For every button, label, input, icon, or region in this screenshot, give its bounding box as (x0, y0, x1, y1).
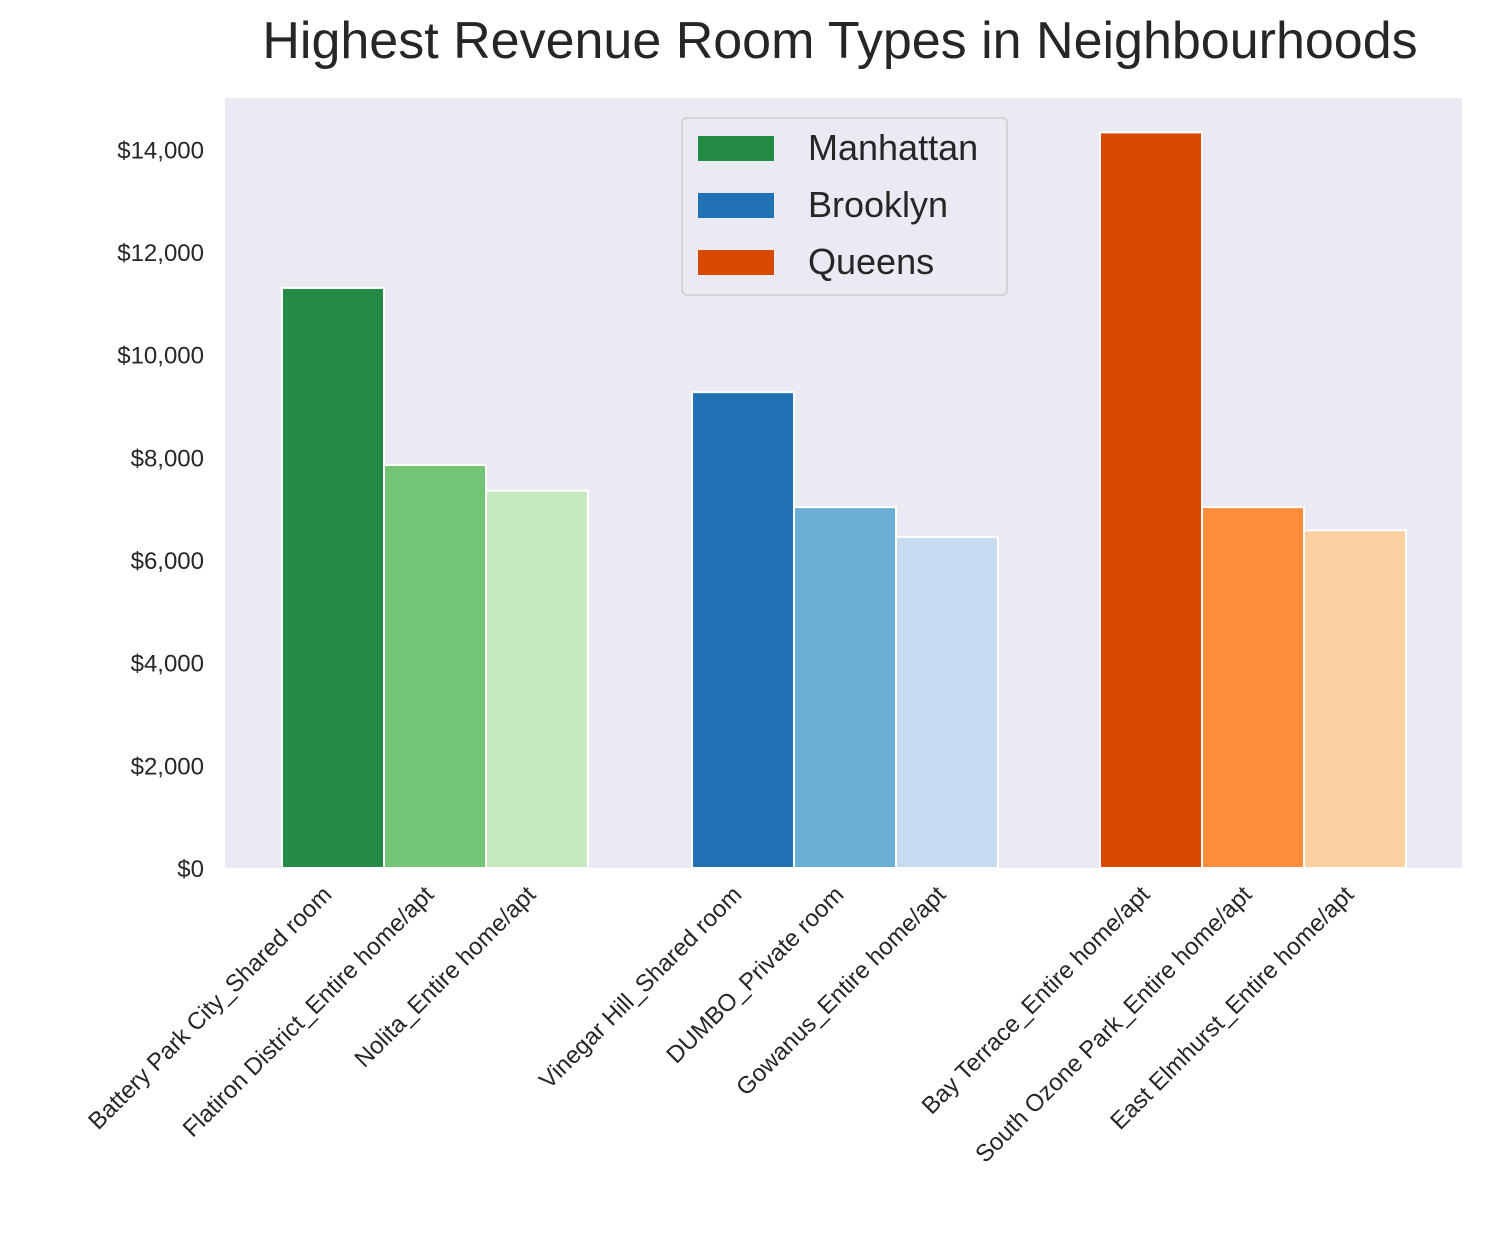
y-tick-label: $2,000 (131, 753, 204, 780)
x-tick-label: DUMBO_Private room (661, 881, 849, 1069)
bar (485, 489, 589, 869)
legend-swatch (698, 136, 774, 161)
legend-label: Manhattan (808, 127, 978, 168)
bar (793, 506, 897, 869)
bar (1303, 529, 1407, 870)
legend: Manhattan Brooklyn Queens (681, 117, 1008, 296)
bar (281, 286, 385, 869)
legend-swatch (698, 250, 774, 275)
y-tick-label: $10,000 (117, 343, 204, 370)
y-axis: $0 $2,000 $4,000 $6,000 $8,000 $10,000 $12,000… (117, 137, 204, 883)
y-tick-label: $14,000 (117, 137, 204, 164)
bar (1099, 131, 1203, 870)
y-tick-label: $12,000 (117, 240, 204, 267)
y-tick-label: $0 (177, 856, 204, 883)
y-tick-label: $6,000 (131, 548, 204, 575)
bar (383, 464, 487, 869)
bar (1201, 506, 1305, 869)
legend-swatch (698, 193, 774, 218)
x-tick-label: Gowanus_Entire home/apt (731, 881, 951, 1101)
bar (895, 535, 999, 870)
y-tick-label: $8,000 (131, 445, 204, 472)
x-tick-label: Vinegar Hill_Shared room (534, 881, 747, 1094)
legend-label: Brooklyn (808, 184, 948, 225)
legend-label: Queens (808, 241, 934, 282)
x-tick-label: Nolita_Entire home/apt (350, 881, 542, 1073)
bar (691, 391, 795, 869)
chart-title: Highest Revenue Room Types in Neighbourh… (262, 12, 1417, 70)
bars-group (281, 131, 1407, 870)
y-tick-label: $4,000 (131, 651, 204, 678)
